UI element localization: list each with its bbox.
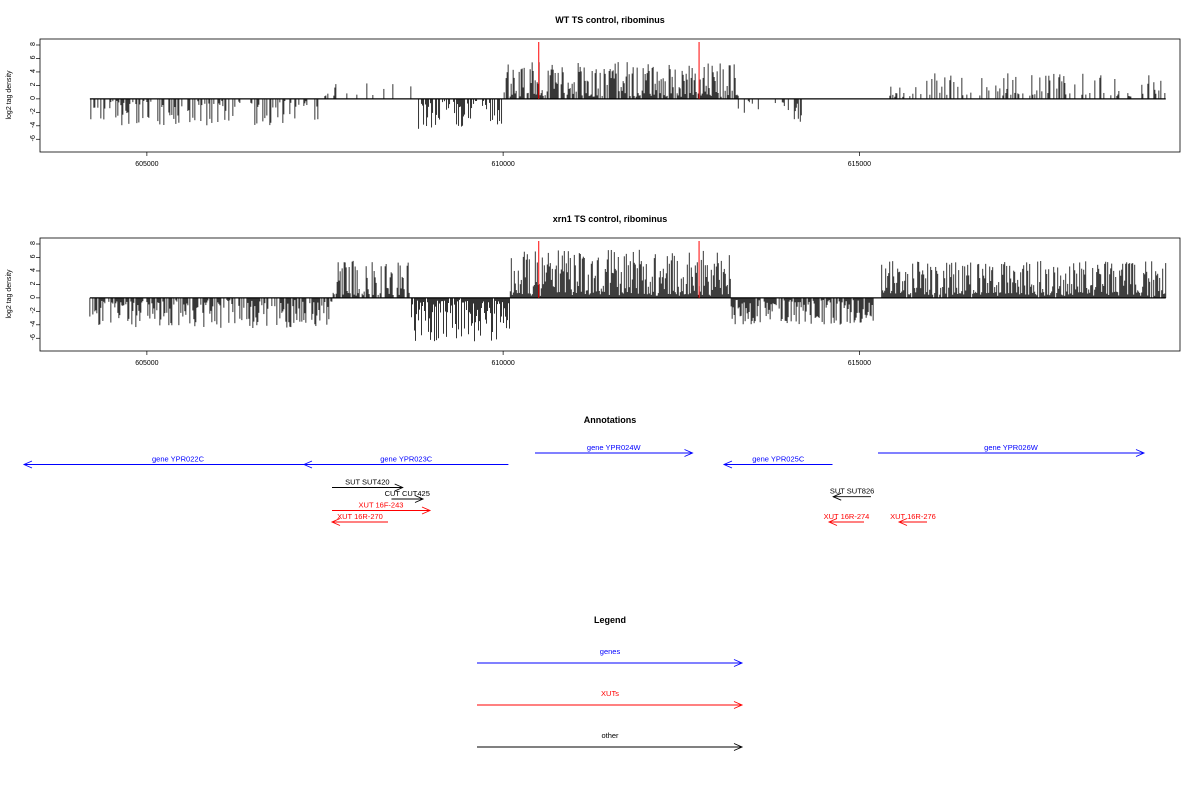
arrowhead — [684, 449, 694, 457]
annotation-gene: gene YPR022C — [22, 455, 332, 469]
x-tick-label: 605000 — [135, 161, 158, 168]
y-tick-label: -2 — [30, 108, 37, 114]
x-tick-label: 605000 — [135, 360, 158, 367]
legend-title: Legend — [594, 615, 626, 625]
y-tick-label: 4 — [30, 268, 37, 272]
x-tick-label: 615000 — [848, 161, 871, 168]
arrowhead — [1135, 449, 1146, 457]
arrowhead — [832, 492, 842, 501]
annotation-xut: XUT 16F-243 — [332, 501, 432, 515]
annotation-label: gene YPR024W — [587, 443, 642, 452]
y-axis-label-xrn1: log2 tag density — [6, 269, 13, 319]
legend-label: other — [601, 731, 619, 740]
y-tick-label: -6 — [30, 135, 37, 141]
signal-bars-wt — [89, 62, 1166, 129]
x-ticks-xrn1: 605000 610000 615000 — [135, 351, 871, 367]
y-tick-label: 0 — [30, 295, 37, 299]
annotation-xut: XUT 16R-274 — [824, 512, 870, 526]
annotation-label: gene YPR023C — [380, 455, 433, 464]
x-ticks-wt: 605000 610000 615000 — [135, 152, 871, 168]
plot-frame-wt — [39, 38, 1181, 153]
legend-label: genes — [600, 647, 621, 656]
legend-item-gene: genes — [477, 647, 744, 667]
y-ticks-wt: 8 6 4 2 0 -2 -4 -6 — [30, 42, 40, 141]
arrowhead — [421, 506, 432, 515]
annotation-xut: XUT 16R-270 — [330, 512, 388, 526]
x-tick-label: 615000 — [848, 360, 871, 367]
y-tick-label: 6 — [30, 254, 37, 258]
y-tick-label: 2 — [30, 281, 37, 285]
annotation-gene: gene YPR025C — [722, 455, 833, 469]
arrowhead — [414, 495, 425, 503]
arrowhead — [22, 460, 33, 469]
arrowhead — [394, 483, 404, 492]
annotation-other: SUT SUT420 — [332, 478, 404, 492]
annotation-label: XUT 16F-243 — [359, 501, 404, 510]
annotation-label: gene YPR025C — [752, 455, 805, 464]
plot-frame-xrn1 — [39, 237, 1181, 352]
red-markers-xrn1 — [538, 241, 700, 298]
legend-label: XUTs — [601, 689, 619, 698]
y-tick-label: -6 — [30, 334, 37, 340]
y-ticks-xrn1: 8 6 4 2 0 -2 -4 -6 — [30, 241, 40, 340]
annotation-gene: gene YPR023C — [302, 455, 509, 469]
panel-xrn1: xrn1 TS control, ribominus log2 tag dens… — [6, 214, 1181, 367]
y-tick-label: 8 — [30, 42, 37, 46]
annotation-gene: gene YPR026W — [878, 443, 1146, 457]
signal-bars-xrn1 — [89, 249, 1167, 342]
legend: genes XUTs other — [477, 647, 744, 751]
annotation-other: SUT SUT826 — [830, 487, 874, 501]
arrowhead — [302, 460, 313, 469]
arrowhead — [733, 743, 744, 751]
panel-title-wt: WT TS control, ribominus — [555, 15, 665, 25]
annotation-label: XUT 16R-276 — [890, 512, 936, 521]
arrowhead — [733, 659, 744, 667]
annotation-label: XUT 16R-274 — [824, 512, 870, 521]
y-tick-label: -2 — [30, 307, 37, 313]
y-tick-label: 2 — [30, 82, 37, 86]
panel-title-xrn1: xrn1 TS control, ribominus — [553, 214, 668, 224]
y-tick-label: -4 — [30, 122, 37, 128]
panel-wt: WT TS control, ribominus log2 tag densit… — [6, 15, 1181, 168]
arrowhead — [330, 518, 341, 526]
y-tick-label: 0 — [30, 96, 37, 100]
annotation-gene: gene YPR024W — [535, 443, 694, 457]
x-tick-label: 610000 — [491, 360, 514, 367]
annotations-title: Annotations — [584, 415, 637, 425]
y-tick-label: 6 — [30, 55, 37, 59]
x-tick-label: 610000 — [491, 161, 514, 168]
arrowhead — [827, 518, 838, 526]
annotation-label: CUT CUT425 — [385, 489, 430, 498]
red-markers-wt — [538, 42, 700, 99]
annotation-label: gene YPR026W — [984, 443, 1039, 452]
annotation-xut: XUT 16R-276 — [890, 512, 936, 526]
y-tick-label: -4 — [30, 321, 37, 327]
annotation-label: gene YPR022C — [152, 455, 205, 464]
annotation-label: SUT SUT420 — [345, 478, 389, 487]
annotation-label: SUT SUT826 — [830, 487, 874, 496]
y-tick-label: 8 — [30, 241, 37, 245]
legend-item-other: other — [477, 731, 744, 751]
arrowhead — [733, 701, 744, 709]
y-tick-label: 4 — [30, 69, 37, 73]
arrowhead — [722, 460, 733, 469]
annotation-track: gene YPR022C gene YPR023C gene YPR024W gene… — [22, 443, 1146, 526]
annotation-other: CUT CUT425 — [385, 489, 430, 503]
arrowhead — [897, 518, 908, 526]
annotation-label: XUT 16R-270 — [337, 512, 383, 521]
y-axis-label-wt: log2 tag density — [6, 70, 13, 120]
legend-item-xut: XUTs — [477, 689, 744, 709]
